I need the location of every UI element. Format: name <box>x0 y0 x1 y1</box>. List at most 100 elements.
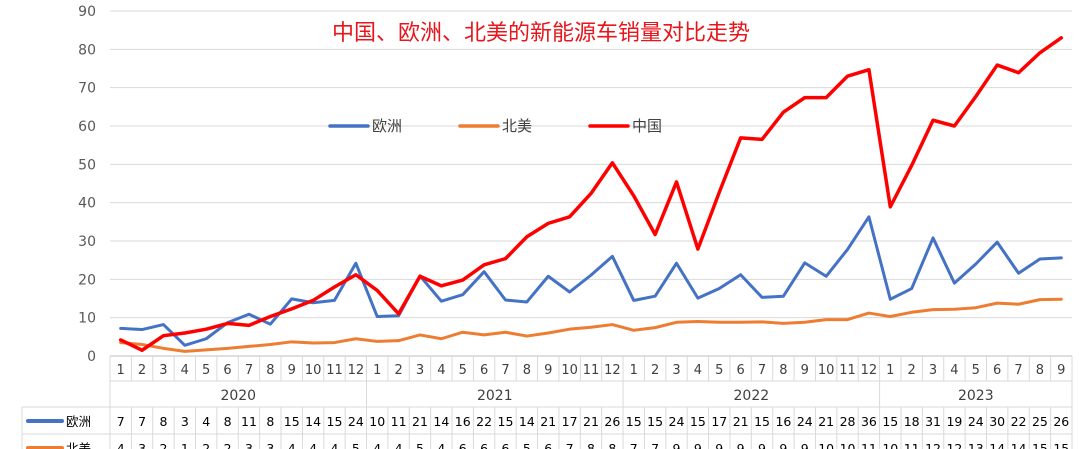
x-tick-label: 3 <box>929 363 937 378</box>
x-tick-label: 7 <box>245 363 253 378</box>
data-point <box>440 299 443 303</box>
data-point <box>333 299 336 302</box>
table-cell: 5 <box>523 441 531 449</box>
data-point <box>1017 303 1020 306</box>
x-tick-label: 12 <box>861 363 878 378</box>
y-tick-label: 90 <box>78 4 96 20</box>
data-point <box>183 350 187 353</box>
table-cell: 15 <box>754 414 770 429</box>
x-tick-label: 8 <box>523 363 531 378</box>
table-cell: 11 <box>904 441 920 449</box>
x-tick-label: 2 <box>394 363 402 378</box>
y-tick-label: 30 <box>78 234 96 250</box>
data-point <box>718 321 721 324</box>
table-cell: 2 <box>224 441 232 449</box>
data-point <box>910 164 913 167</box>
data-point <box>931 308 935 311</box>
y-tick-label: 50 <box>78 157 96 173</box>
data-point <box>696 296 700 300</box>
table-cell: 30 <box>989 414 1005 429</box>
y-tick-label: 80 <box>78 42 96 58</box>
table-cell: 4 <box>437 441 445 449</box>
data-point <box>718 191 721 194</box>
table-cell: 16 <box>455 414 471 429</box>
data-point <box>1060 256 1063 260</box>
data-point <box>247 313 251 316</box>
table-cell: 4 <box>309 441 317 449</box>
data-point <box>675 321 678 324</box>
x-tick-label: 10 <box>818 363 835 378</box>
table-cell: 15 <box>626 414 642 429</box>
table-cell: 4 <box>395 441 403 449</box>
table-cell: 9 <box>694 441 702 449</box>
data-point <box>354 262 358 265</box>
table-cell: 5 <box>416 441 424 449</box>
table-cell: 9 <box>801 441 809 449</box>
data-point <box>782 111 785 114</box>
table-cell: 10 <box>840 441 856 449</box>
series-line <box>119 297 1063 353</box>
data-point <box>440 284 443 288</box>
data-point <box>547 222 550 225</box>
table-cell: 15 <box>1053 441 1069 449</box>
data-point <box>226 347 229 350</box>
data-point <box>418 275 422 278</box>
data-point <box>867 311 871 315</box>
data-point <box>525 235 529 238</box>
x-tick-label: 10 <box>305 363 322 378</box>
x-tick-label: 8 <box>266 363 274 378</box>
data-point <box>1060 298 1063 301</box>
x-tick-label: 11 <box>326 363 343 378</box>
data-point <box>718 287 721 290</box>
x-tick-label: 8 <box>1036 363 1044 378</box>
x-tick-label: 12 <box>348 363 365 378</box>
table-cell: 17 <box>562 414 578 429</box>
data-point <box>311 299 315 302</box>
table-cell: 14 <box>519 414 535 429</box>
x-tick-label: 5 <box>202 363 210 378</box>
data-point <box>568 290 571 294</box>
data-point <box>846 248 849 251</box>
x-tick-label: 1 <box>886 363 894 378</box>
table-cell: 10 <box>818 441 834 449</box>
data-point <box>995 63 999 67</box>
x-tick-label: 1 <box>117 363 125 378</box>
x-tick-label: 4 <box>181 363 189 378</box>
data-point <box>482 263 486 266</box>
data-point <box>867 215 871 219</box>
table-cell: 15 <box>1032 441 1048 449</box>
data-point <box>1017 71 1020 74</box>
data-point <box>760 320 764 324</box>
table-cell: 6 <box>544 441 552 449</box>
table-cell: 26 <box>1053 414 1069 429</box>
table-cell: 28 <box>840 414 856 429</box>
table-cell: 21 <box>540 414 556 429</box>
table-cell: 4 <box>288 441 296 449</box>
table-cell: 15 <box>882 414 898 429</box>
data-point <box>632 194 635 197</box>
data-point <box>504 331 507 334</box>
data-point <box>611 255 614 258</box>
data-point <box>119 327 122 330</box>
data-point <box>974 95 977 98</box>
table-cell: 2 <box>202 441 210 449</box>
x-tick-label: 7 <box>1014 363 1022 378</box>
data-point <box>846 318 849 321</box>
table-cell: 25 <box>1032 414 1048 429</box>
data-point <box>568 215 571 219</box>
data-table: 欧洲 7 7 8 3 4 8 11 8 15 14 15 24 10 11 21 14 16 22 15 14 21 17 2… <box>21 406 1073 449</box>
table-cell: 15 <box>690 414 706 429</box>
table-cell: 15 <box>327 414 343 429</box>
table-cell: 12 <box>925 441 941 449</box>
data-point <box>803 261 806 265</box>
data-point <box>140 343 144 346</box>
data-point <box>461 293 464 296</box>
table-row-label: 北美 <box>66 441 91 449</box>
table-cell: 9 <box>758 441 766 449</box>
data-point <box>247 324 251 327</box>
table-cell: 22 <box>476 414 492 429</box>
data-point <box>760 138 764 141</box>
data-point <box>525 300 529 304</box>
data-point <box>824 318 828 321</box>
x-tick-label: 2 <box>138 363 146 378</box>
